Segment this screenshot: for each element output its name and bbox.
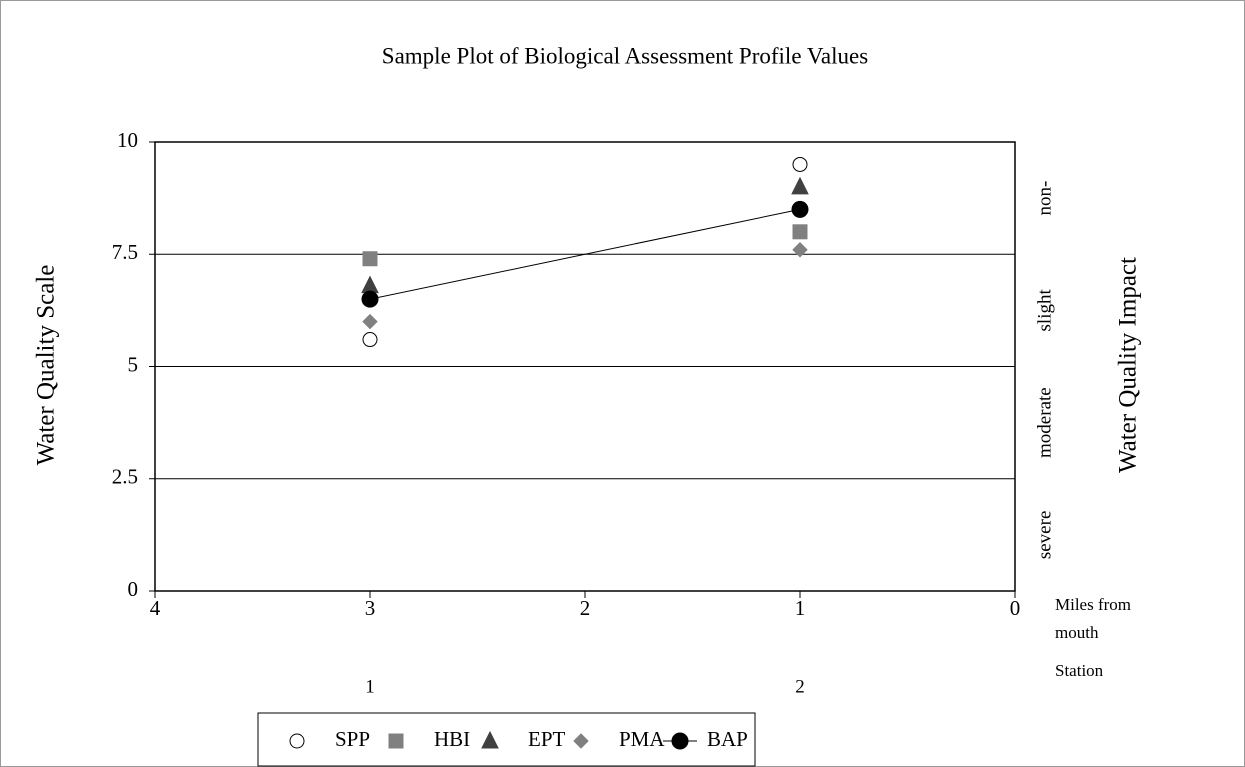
marker bbox=[671, 732, 689, 750]
y-tick-label: 5 bbox=[128, 352, 139, 376]
marker bbox=[362, 332, 378, 348]
series-line bbox=[369, 208, 801, 300]
marker bbox=[573, 733, 589, 749]
x-tick-label: 2 bbox=[580, 596, 591, 620]
station-label: 1 bbox=[365, 676, 375, 697]
x-tick-label: 4 bbox=[150, 596, 161, 620]
y2-axis-title: Water Quality Impact bbox=[1115, 257, 1142, 473]
marker bbox=[791, 176, 809, 195]
station-title: Station bbox=[1055, 661, 1104, 680]
legend-label: BAP bbox=[707, 727, 748, 751]
marker bbox=[289, 733, 305, 749]
legend-label: EPT bbox=[528, 727, 566, 751]
x-tick-label: 3 bbox=[365, 596, 376, 620]
marker bbox=[792, 156, 808, 172]
x-tick-label: 0 bbox=[1010, 596, 1021, 620]
legend-label: SPP bbox=[335, 727, 370, 751]
legend-label: PMA bbox=[619, 727, 665, 751]
marker bbox=[481, 730, 499, 749]
impact-zone-label: severe bbox=[1034, 511, 1055, 560]
marker bbox=[792, 242, 808, 258]
y-tick-label: 0 bbox=[128, 577, 139, 601]
marker bbox=[388, 733, 404, 749]
marker bbox=[362, 313, 378, 330]
x-tick-label: 1 bbox=[795, 596, 806, 620]
chart-title: Sample Plot of Biological Assessment Pro… bbox=[382, 43, 868, 68]
marker bbox=[791, 200, 809, 218]
x-axis-title: mouth bbox=[1055, 623, 1099, 642]
impact-zone-label: non- bbox=[1034, 181, 1055, 216]
impact-zone-label: slight bbox=[1034, 289, 1055, 332]
y-axis-title: Water Quality Scale bbox=[33, 265, 60, 466]
legend-label: HBI bbox=[434, 727, 470, 751]
y-tick-label: 7.5 bbox=[112, 240, 138, 264]
marker bbox=[362, 251, 378, 267]
station-label: 2 bbox=[795, 676, 805, 697]
marker bbox=[361, 275, 379, 294]
x-axis-title: Miles from bbox=[1055, 595, 1131, 614]
y-tick-label: 10 bbox=[117, 128, 138, 152]
y-tick-label: 2.5 bbox=[112, 465, 138, 489]
marker bbox=[792, 224, 808, 240]
marker bbox=[361, 290, 379, 308]
impact-zone-label: moderate bbox=[1034, 387, 1055, 458]
